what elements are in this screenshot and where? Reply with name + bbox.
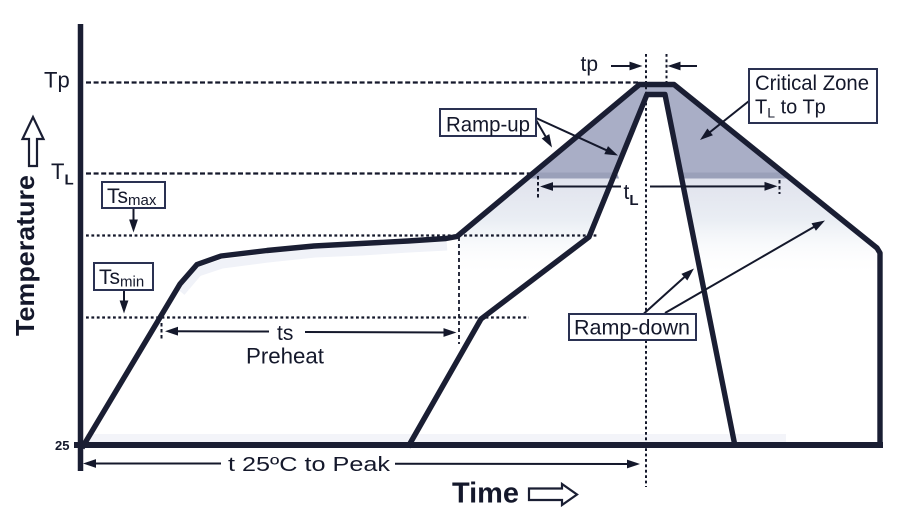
svg-text:tp: tp [581, 53, 599, 76]
svg-text:ts: ts [277, 322, 293, 345]
svg-text:TL to Tp: TL to Tp [755, 97, 826, 121]
svg-text:25: 25 [55, 438, 69, 453]
svg-text:Critical Zone: Critical Zone [755, 72, 869, 95]
svg-text:Ramp-down: Ramp-down [574, 317, 690, 340]
svg-text:Time: Time [452, 478, 519, 510]
svg-text:Tp: Tp [44, 68, 70, 93]
svg-text:Preheat: Preheat [246, 344, 324, 369]
svg-text:Ramp-up: Ramp-up [446, 114, 530, 137]
svg-text:Temperature: Temperature [10, 175, 40, 336]
svg-text:t 25ºC to Peak: t 25ºC to Peak [228, 454, 391, 476]
